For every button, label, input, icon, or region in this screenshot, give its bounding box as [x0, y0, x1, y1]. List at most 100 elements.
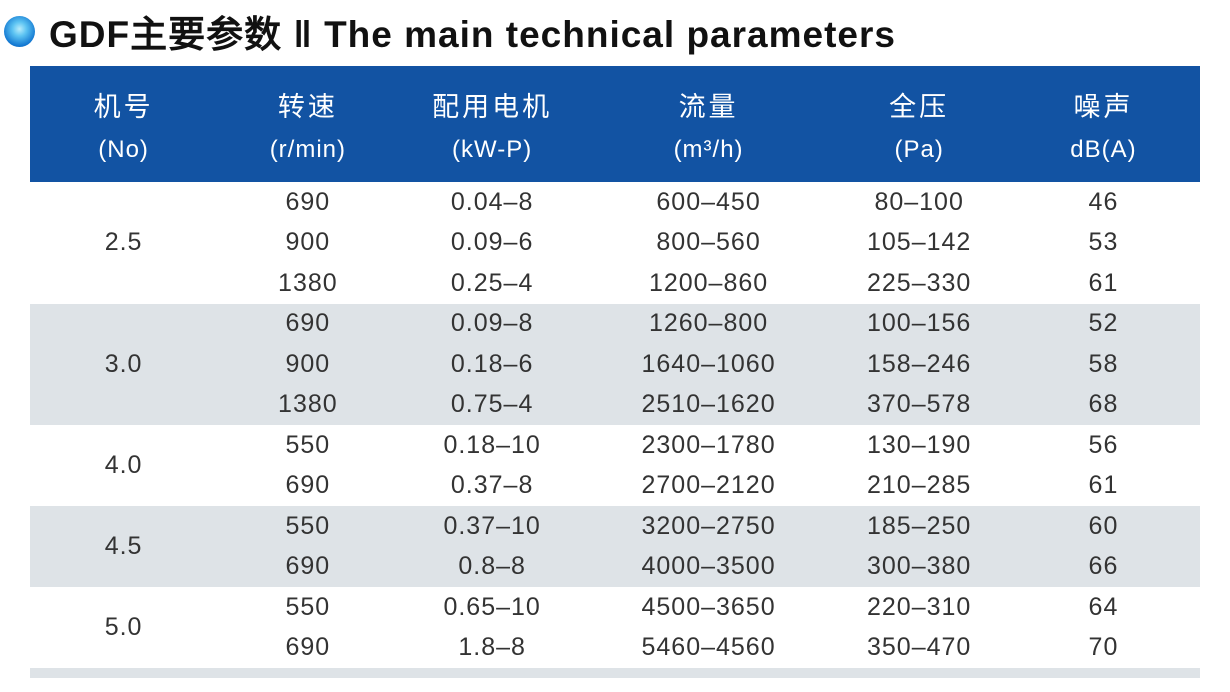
column-header: 噪声 dB(A): [1007, 66, 1200, 182]
column-header: 机号 (No): [30, 66, 217, 182]
flow-cell: 2510–1620: [585, 384, 832, 425]
parameters-table: 机号 (No) 转速 (r/min) 配用电机 (kW-P) 流量 (m³/h) 全压 (Pa) 噪…: [30, 66, 1200, 668]
column-header-unit: (Pa): [894, 135, 944, 163]
column-header-zh: 配用电机: [432, 91, 553, 122]
pressure-cell: 105–142: [831, 222, 1007, 263]
noise-cell: 56: [1006, 425, 1200, 466]
flow-cell: 5460–4560: [585, 627, 832, 668]
section-title: GDF主要参数 ‖ The main technical parameters: [2, 8, 1230, 55]
table-row: 900 0.09–6 800–560 105–142 53: [30, 222, 1200, 263]
noise-cell: 64: [1006, 587, 1200, 628]
table-row: 690 0.8–8 4000–3500 300–380 66: [30, 546, 1200, 587]
noise-cell: 58: [1006, 344, 1200, 385]
flow-cell: 2700–2120: [585, 465, 832, 506]
motor-cell: 0.25–4: [398, 263, 586, 304]
motor-cell: 0.37–8: [398, 465, 586, 506]
column-header: 转速 (r/min): [217, 66, 398, 182]
speed-cell: 900: [217, 344, 399, 385]
motor-cell: 1.8–8: [398, 627, 586, 668]
machine-no-cell: 3.0: [30, 303, 218, 425]
pressure-cell: 225–330: [831, 263, 1007, 304]
speed-cell: 1380: [217, 384, 399, 425]
speed-cell: 690: [217, 546, 399, 587]
table-row: 5.0 550 0.65–10 4500–3650 220–310 64: [30, 587, 1200, 668]
flow-cell: 600–450: [585, 182, 832, 223]
pressure-cell: 100–156: [831, 303, 1007, 344]
flow-cell: 1640–1060: [585, 344, 832, 385]
flow-cell: 800–560: [585, 222, 832, 263]
speed-cell: 550: [217, 425, 399, 466]
motor-cell: 0.18–6: [398, 344, 586, 385]
speed-cell: 690: [217, 627, 399, 668]
noise-cell: 61: [1006, 465, 1200, 506]
noise-cell: 52: [1006, 303, 1200, 344]
table-row: 4.0 550 0.18–10 2300–1780 130–190 56: [30, 425, 1200, 506]
pressure-cell: 210–285: [831, 465, 1007, 506]
bullet-icon: [4, 15, 35, 47]
noise-cell: 46: [1006, 182, 1200, 223]
column-header-unit: dB(A): [1070, 135, 1137, 163]
table-row: 2.5 690 0.04–8 600–450 80–100 46: [30, 182, 1200, 304]
table-row: 1380 0.75–4 2510–1620 370–578 68: [30, 384, 1200, 425]
table-bottom-strip: [30, 668, 1200, 678]
speed-cell: 900: [217, 222, 399, 263]
table-row: 900 0.18–6 1640–1060 158–246 58: [30, 344, 1200, 385]
speed-cell: 690: [217, 465, 399, 506]
table-row: 4.5 550 0.37–10 3200–2750 185–250 60: [30, 506, 1200, 587]
speed-cell: 550: [217, 506, 399, 547]
column-header-zh: 流量: [678, 91, 739, 122]
table-row: 3.0 690 0.09–8 1260–800 100–156 52: [30, 303, 1200, 425]
noise-cell: 68: [1006, 384, 1200, 425]
column-header-unit: (r/min): [269, 135, 347, 163]
column-header: 全压 (Pa): [831, 66, 1007, 182]
table-row: 690 0.37–8 2700–2120 210–285 61: [30, 465, 1200, 506]
motor-cell: 0.65–10: [398, 587, 586, 628]
motor-cell: 0.09–6: [398, 222, 586, 263]
speed-cell: 690: [217, 303, 399, 344]
pressure-cell: 220–310: [831, 587, 1007, 628]
page-title: GDF主要参数 ‖ The main technical parameters: [49, 14, 896, 55]
pressure-cell: 158–246: [831, 344, 1007, 385]
column-header-unit: (No): [98, 135, 149, 163]
speed-cell: 1380: [217, 263, 399, 304]
noise-cell: 60: [1006, 506, 1200, 547]
column-header-unit: (kW-P): [452, 135, 533, 163]
machine-no-cell: 4.5: [30, 506, 218, 587]
pressure-cell: 300–380: [831, 546, 1007, 587]
pressure-cell: 80–100: [831, 182, 1007, 223]
motor-cell: 0.04–8: [398, 182, 586, 223]
table-body: 2.5 690 0.04–8 600–450 80–100 46 900 0.09–6 800–…: [30, 182, 1200, 668]
column-header-unit: (m³/h): [673, 135, 744, 163]
flow-cell: 3200–2750: [585, 506, 832, 547]
column-header: 配用电机 (kW-P): [399, 66, 586, 182]
motor-cell: 0.37–10: [398, 506, 586, 547]
flow-cell: 1200–860: [585, 263, 832, 304]
motor-cell: 0.75–4: [398, 384, 586, 425]
noise-cell: 53: [1006, 222, 1200, 263]
table-header-row: 机号 (No) 转速 (r/min) 配用电机 (kW-P) 流量 (m³/h) 全压 (Pa) 噪…: [30, 66, 1200, 182]
pressure-cell: 130–190: [831, 425, 1007, 466]
column-header-zh: 机号: [93, 91, 154, 122]
machine-no-cell: 4.0: [30, 425, 218, 506]
motor-cell: 0.18–10: [398, 425, 586, 466]
flow-cell: 4500–3650: [585, 587, 832, 628]
motor-cell: 0.09–8: [398, 303, 586, 344]
machine-no-cell: 5.0: [30, 587, 218, 668]
pressure-cell: 185–250: [831, 506, 1007, 547]
table-row: 690 1.8–8 5460–4560 350–470 70: [30, 627, 1200, 668]
flow-cell: 4000–3500: [585, 546, 832, 587]
noise-cell: 66: [1006, 546, 1200, 587]
speed-cell: 550: [217, 587, 399, 628]
machine-no-cell: 2.5: [30, 182, 218, 304]
column-header: 流量 (m³/h): [586, 66, 832, 182]
table-row: 1380 0.25–4 1200–860 225–330 61: [30, 263, 1200, 304]
column-header-zh: 转速: [277, 91, 338, 122]
pressure-cell: 370–578: [831, 384, 1007, 425]
pressure-cell: 350–470: [831, 627, 1007, 668]
noise-cell: 61: [1006, 263, 1200, 304]
flow-cell: 2300–1780: [585, 425, 832, 466]
column-header-zh: 噪声: [1073, 91, 1134, 122]
speed-cell: 690: [217, 182, 399, 223]
noise-cell: 70: [1006, 627, 1200, 668]
